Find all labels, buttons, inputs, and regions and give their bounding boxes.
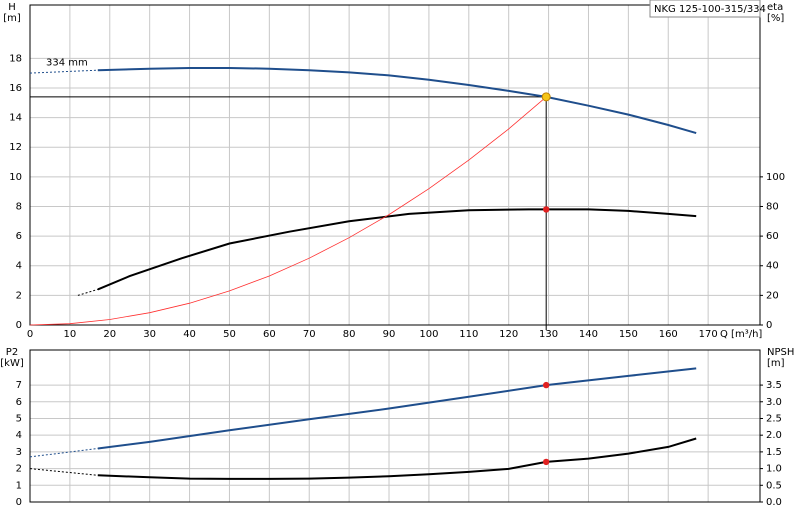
y2-tick-label: 0.5	[766, 480, 782, 491]
y-tick-label: 0	[16, 320, 22, 331]
plot-border	[29, 4, 761, 326]
x-tick-label: 50	[223, 329, 236, 340]
y-tick-label: 0	[16, 497, 22, 508]
curve	[77, 288, 98, 296]
y-axis-unit: [kW]	[0, 358, 24, 369]
y-tick-label: 4	[16, 430, 22, 441]
y-tick-label: 14	[9, 113, 22, 124]
x-tick-label: 100	[419, 329, 438, 340]
x-axis-label: Q [m³/h]	[720, 329, 762, 340]
y-axis-label: P2	[6, 347, 18, 358]
operating-point	[542, 381, 550, 389]
y2-axis-unit: [%]	[767, 13, 784, 24]
curve	[97, 437, 697, 480]
y2-tick-label: 0	[766, 320, 772, 331]
x-tick-label: 90	[383, 329, 396, 340]
curve	[29, 468, 98, 476]
x-tick-label: 130	[539, 329, 558, 340]
y2-tick-label: 3.0	[766, 397, 782, 408]
y-tick-label: 7	[16, 380, 22, 391]
y2-tick-label: 2.0	[766, 430, 782, 441]
y2-tick-label: 100	[766, 172, 785, 183]
title-box	[649, 0, 761, 18]
y-tick-label: 5	[16, 413, 22, 424]
y2-tick-label: 1.0	[766, 464, 782, 475]
x-tick-label: 140	[579, 329, 598, 340]
operating-point	[542, 206, 550, 213]
y-tick-label: 8	[16, 201, 22, 212]
y-tick-label: 6	[16, 231, 22, 242]
curve	[97, 208, 697, 291]
y2-tick-label: 2.5	[766, 413, 782, 424]
chart-title: NKG 125-100-315/334	[654, 4, 766, 15]
y2-tick-label: 1.5	[766, 447, 782, 458]
x-tick-label: 60	[263, 329, 276, 340]
x-tick-label: 150	[619, 329, 638, 340]
y2-tick-label: 60	[766, 231, 779, 242]
x-tick-label: 30	[143, 329, 156, 340]
x-tick-label: 10	[64, 329, 77, 340]
y2-axis-label: NPSH	[767, 347, 794, 358]
x-tick-label: 70	[303, 329, 316, 340]
curve	[97, 367, 697, 450]
x-tick-label: 80	[343, 329, 356, 340]
x-tick-label: 0	[27, 329, 33, 340]
x-tick-label: 110	[459, 329, 478, 340]
y-tick-label: 10	[9, 172, 22, 183]
y-tick-label: 2	[16, 464, 22, 475]
plot-area	[30, 5, 760, 325]
y2-tick-label: 40	[766, 261, 779, 272]
x-tick-label: 120	[499, 329, 518, 340]
y-tick-label: 6	[16, 397, 22, 408]
y2-axis-unit: [m]	[767, 358, 785, 369]
y-tick-label: 1	[16, 480, 22, 491]
plot-border	[29, 349, 761, 503]
y-tick-label: 3	[16, 447, 22, 458]
curve	[29, 448, 98, 458]
y2-axis-label: eta	[767, 2, 783, 13]
y2-tick-label: 0.0	[766, 497, 782, 508]
x-tick-label: 40	[183, 329, 196, 340]
curve	[29, 96, 547, 326]
x-tick-label: 160	[659, 329, 678, 340]
y-tick-label: 12	[9, 142, 22, 153]
x-tick-label: 170	[699, 329, 718, 340]
y2-tick-label: 80	[766, 201, 779, 212]
operating-point	[542, 458, 550, 466]
x-tick-label: 20	[103, 329, 116, 340]
y2-tick-label: 3.5	[766, 380, 782, 391]
y-tick-label: 2	[16, 290, 22, 301]
y-tick-label: 4	[16, 261, 22, 272]
curve	[29, 69, 98, 74]
operating-point	[541, 92, 551, 102]
curve-annotation: 334 mm	[46, 57, 88, 68]
y2-tick-label: 20	[766, 290, 779, 301]
y-axis-label: H	[8, 2, 16, 13]
curve	[97, 67, 697, 135]
y-axis-unit: [m]	[3, 13, 21, 24]
y-tick-label: 18	[9, 53, 22, 64]
y-tick-label: 16	[9, 83, 22, 94]
